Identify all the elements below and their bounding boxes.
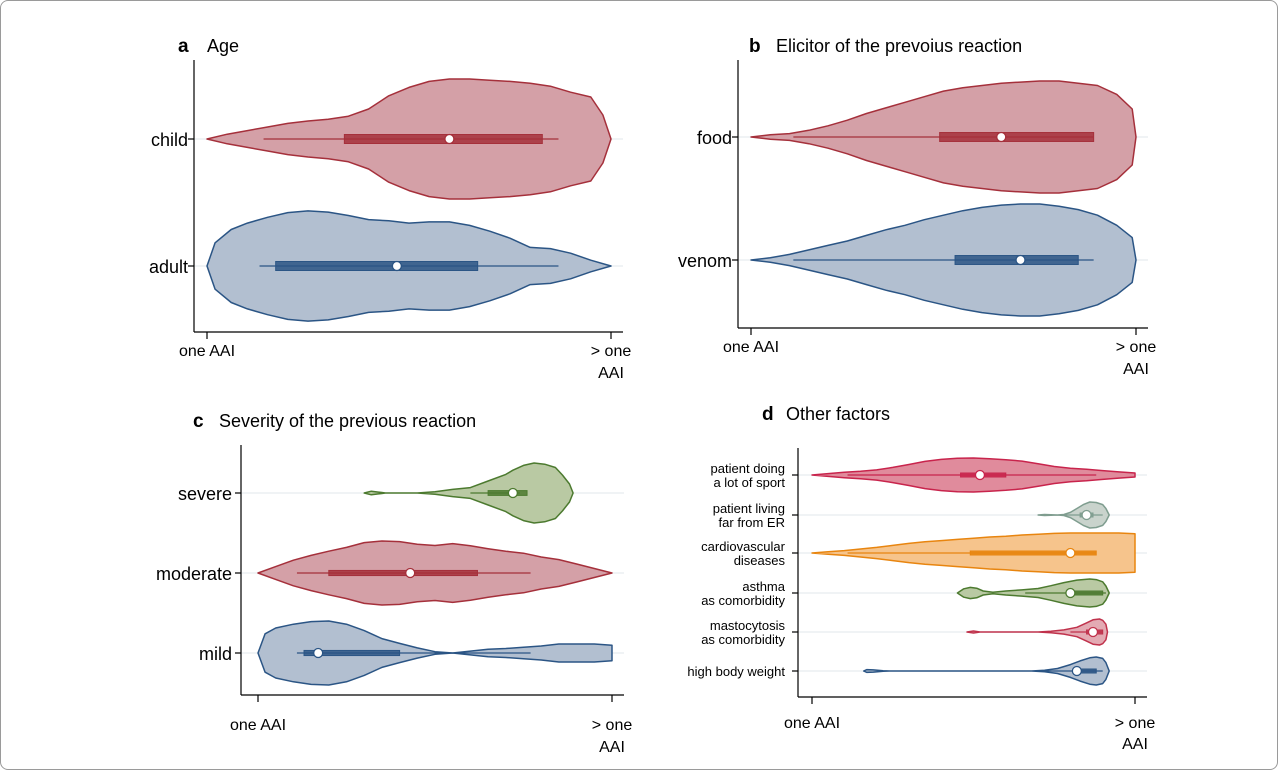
x-tick-label: one AAI <box>230 717 286 734</box>
panel-label: a <box>178 36 189 57</box>
panel-title: Age <box>207 36 239 56</box>
panel-c: c Severity of the previous reaction one AA… <box>156 411 632 755</box>
median-marker <box>1065 547 1076 559</box>
category-label: asthma <box>742 579 785 594</box>
x-tick-label: > one <box>1115 715 1156 732</box>
x-tick-label: AAI <box>598 365 624 382</box>
category-label: a lot of sport <box>713 475 785 490</box>
panel-d: d Other factors one AAI > one AAI patient doi… <box>687 404 1155 753</box>
category-label: diseases <box>734 553 786 568</box>
category-label: high body weight <box>687 664 785 679</box>
panel-label: d <box>762 404 774 425</box>
x-tick-label: > one <box>1116 339 1157 356</box>
median-marker <box>444 133 455 145</box>
category-label: child <box>151 130 188 150</box>
x-tick-label: > one <box>592 717 633 734</box>
median-marker <box>391 260 403 272</box>
median-marker <box>1081 509 1092 521</box>
median-marker <box>974 469 986 481</box>
panel-title: Other factors <box>786 404 890 424</box>
iqr-box <box>969 550 1097 556</box>
category-label: as comorbidity <box>701 632 785 647</box>
violin: mild <box>199 620 613 686</box>
iqr-box <box>303 649 401 657</box>
category-label: as comorbidity <box>701 593 785 608</box>
violin: venom <box>678 203 1137 317</box>
median-marker <box>1065 587 1076 599</box>
median-marker <box>507 487 519 499</box>
violin: adult <box>149 210 612 322</box>
category-label: adult <box>149 257 188 277</box>
median-marker <box>1015 254 1026 266</box>
panel-title: Elicitor of the prevoius reaction <box>776 36 1022 56</box>
category-label: mastocytosis <box>710 618 786 633</box>
x-tick-label: AAI <box>1123 361 1149 378</box>
category-label: severe <box>178 484 232 504</box>
iqr-box <box>487 490 528 496</box>
iqr-box <box>328 569 478 577</box>
iqr-box <box>939 132 1095 142</box>
category-label: far from ER <box>719 515 785 530</box>
panel-b: b Elicitor of the prevoius reaction one AA… <box>678 36 1156 378</box>
x-tick-label: one AAI <box>179 343 235 360</box>
category-label: patient living <box>713 501 785 516</box>
median-marker <box>313 647 324 659</box>
category-label: moderate <box>156 564 232 584</box>
panel-label: b <box>749 36 761 57</box>
violin: high body weight <box>687 656 1110 686</box>
median-marker <box>1071 665 1083 677</box>
iqr-box <box>343 134 543 144</box>
median-marker <box>405 567 416 579</box>
category-label: cardiovascular <box>701 539 785 554</box>
median-marker <box>996 131 1007 143</box>
panel-label: c <box>193 411 204 432</box>
x-tick-label: AAI <box>1122 736 1148 753</box>
panel-title: Severity of the previous reaction <box>219 411 476 431</box>
median-marker <box>1087 626 1099 638</box>
violin: severe <box>178 462 574 524</box>
x-tick-label: AAI <box>599 739 625 755</box>
iqr-box <box>275 261 479 271</box>
panel-a: a Age one AAI > one AAI child adult <box>149 36 631 382</box>
category-label: food <box>697 128 732 148</box>
violin: moderate <box>156 540 613 606</box>
violin: child <box>151 78 612 200</box>
x-tick-label: one AAI <box>723 339 779 356</box>
category-label: mild <box>199 644 232 664</box>
x-tick-label: one AAI <box>784 715 840 732</box>
violin-shape <box>363 462 574 524</box>
category-label: patient doing <box>711 461 785 476</box>
violin: food <box>697 80 1137 194</box>
category-label: venom <box>678 251 732 271</box>
x-tick-label: > one <box>591 343 632 360</box>
